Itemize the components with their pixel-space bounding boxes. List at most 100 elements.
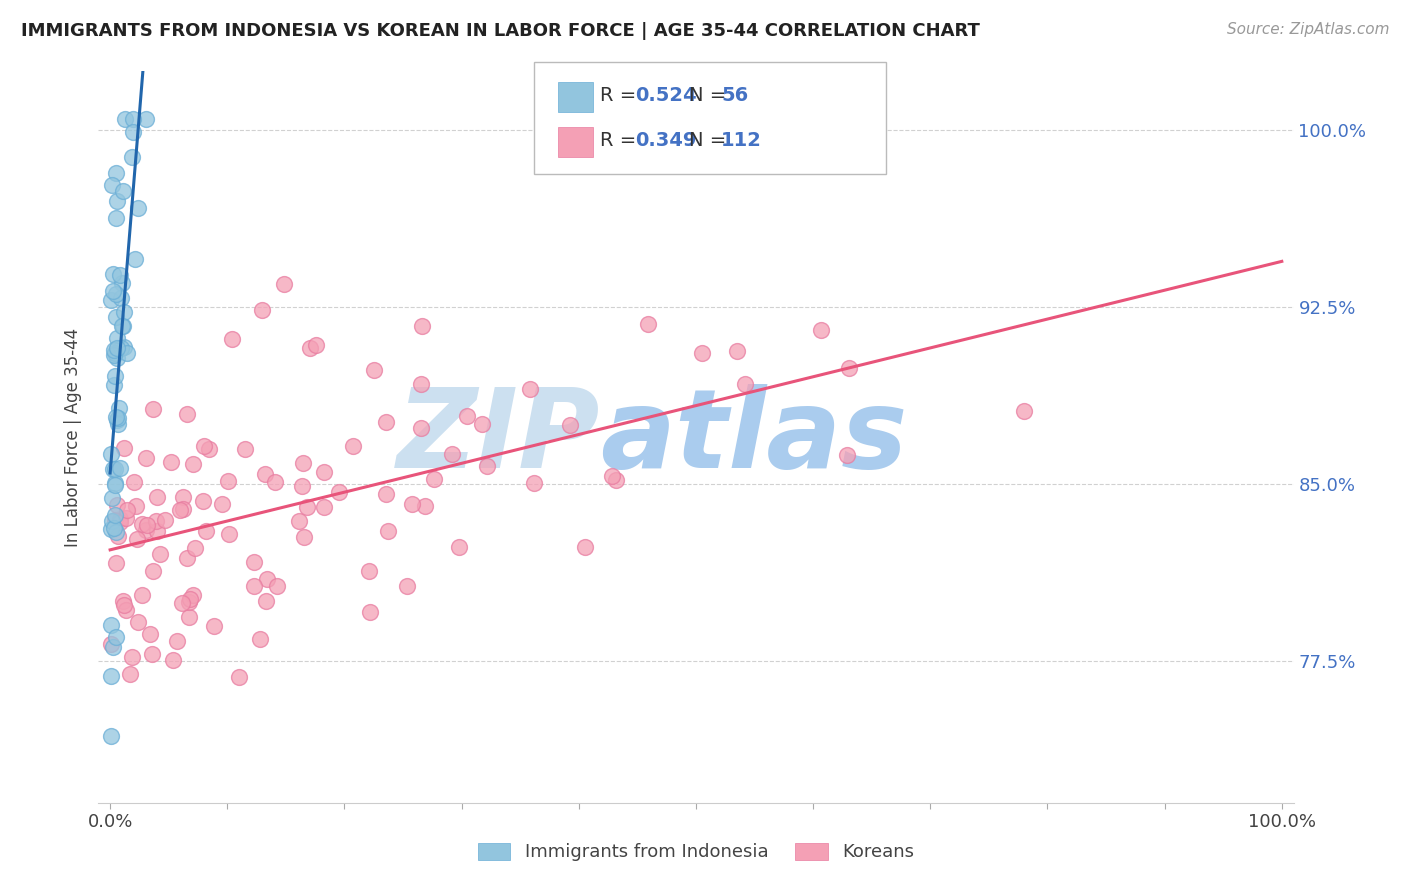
- Point: [104, 462, 127, 476]
- Point: [523, 475, 546, 490]
- Text: N =: N =: [689, 131, 733, 150]
- Point: [112, 340, 135, 354]
- Point: [138, 627, 160, 641]
- Point: [103, 348, 125, 362]
- Point: [298, 341, 321, 355]
- Point: [135, 451, 157, 466]
- Point: [162, 653, 184, 667]
- Y-axis label: In Labor Force | Age 35-44: In Labor Force | Age 35-44: [65, 327, 83, 547]
- Text: N =: N =: [689, 87, 733, 105]
- Point: [115, 511, 138, 525]
- Point: [375, 486, 398, 500]
- Point: [835, 448, 858, 462]
- Point: [107, 529, 129, 543]
- Point: [574, 540, 596, 554]
- Point: [193, 439, 215, 453]
- Point: [202, 619, 225, 633]
- Point: [211, 497, 233, 511]
- Point: [456, 409, 478, 423]
- Point: [264, 475, 287, 489]
- Point: [401, 497, 423, 511]
- Point: [637, 317, 659, 331]
- Point: [127, 201, 149, 215]
- Point: [112, 318, 135, 333]
- Point: [605, 473, 627, 487]
- Point: [357, 565, 380, 579]
- Point: [112, 598, 135, 612]
- Point: [108, 511, 131, 525]
- Point: [221, 332, 243, 346]
- Point: [253, 467, 276, 481]
- Text: ZIP: ZIP: [396, 384, 600, 491]
- Point: [363, 363, 385, 377]
- Point: [218, 526, 240, 541]
- Point: [131, 588, 153, 602]
- Point: [141, 647, 163, 661]
- Point: [314, 465, 336, 479]
- Text: R =: R =: [600, 87, 643, 105]
- Point: [104, 476, 127, 491]
- Point: [256, 572, 278, 586]
- Point: [305, 338, 328, 352]
- Point: [142, 401, 165, 416]
- Point: [810, 323, 832, 337]
- Point: [104, 211, 127, 226]
- Point: [198, 442, 221, 456]
- Point: [104, 556, 127, 570]
- Point: [136, 518, 159, 533]
- Point: [475, 458, 498, 473]
- Point: [159, 455, 181, 469]
- Point: [411, 377, 433, 392]
- Point: [228, 670, 250, 684]
- Point: [105, 630, 128, 644]
- Point: [100, 730, 122, 744]
- Point: [100, 447, 122, 461]
- Point: [312, 500, 335, 514]
- Point: [142, 564, 165, 578]
- Point: [103, 343, 125, 358]
- Point: [176, 407, 198, 421]
- Point: [111, 276, 134, 290]
- Point: [560, 418, 582, 433]
- Point: [242, 579, 264, 593]
- Point: [396, 579, 419, 593]
- Point: [104, 525, 127, 540]
- Point: [107, 417, 129, 432]
- Point: [101, 491, 124, 506]
- Point: [110, 291, 132, 305]
- Point: [100, 669, 122, 683]
- Point: [243, 555, 266, 569]
- Point: [734, 377, 756, 392]
- Point: [108, 268, 131, 282]
- Text: atlas: atlas: [600, 384, 908, 491]
- Point: [423, 472, 446, 486]
- Point: [409, 421, 432, 435]
- Point: [115, 503, 138, 517]
- Point: [172, 596, 194, 610]
- Point: [118, 667, 141, 681]
- Point: [1012, 404, 1035, 418]
- Point: [105, 310, 128, 325]
- Point: [104, 508, 127, 522]
- Point: [374, 416, 396, 430]
- Point: [166, 633, 188, 648]
- Point: [101, 640, 124, 654]
- Point: [103, 462, 125, 476]
- Point: [359, 605, 381, 619]
- Point: [105, 351, 128, 366]
- Point: [105, 498, 128, 512]
- Point: [342, 439, 364, 453]
- Point: [112, 442, 135, 456]
- Point: [602, 469, 624, 483]
- Point: [176, 550, 198, 565]
- Point: [145, 514, 167, 528]
- Point: [121, 649, 143, 664]
- Text: 0.349: 0.349: [636, 131, 697, 150]
- Point: [690, 346, 713, 360]
- Point: [105, 331, 128, 345]
- Point: [112, 305, 135, 319]
- Point: [107, 411, 129, 425]
- Point: [291, 479, 314, 493]
- Point: [146, 490, 169, 504]
- Point: [104, 166, 127, 180]
